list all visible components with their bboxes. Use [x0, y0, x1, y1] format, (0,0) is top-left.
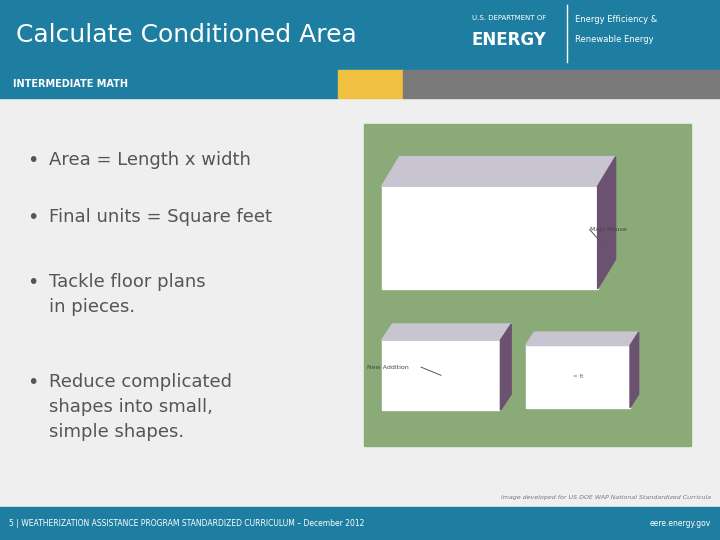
Text: •: • [27, 208, 39, 227]
Text: INTERMEDIATE MATH: INTERMEDIATE MATH [13, 79, 128, 89]
Polygon shape [598, 157, 616, 289]
Text: Energy Efficiency &: Energy Efficiency & [575, 15, 657, 24]
Text: ENERGY: ENERGY [472, 31, 546, 49]
Polygon shape [382, 324, 511, 340]
Text: Reduce complicated
shapes into small,
simple shapes.: Reduce complicated shapes into small, si… [49, 373, 232, 441]
Text: •: • [27, 273, 39, 292]
Text: Final units = Square feet: Final units = Square feet [49, 208, 272, 226]
Polygon shape [500, 324, 511, 410]
Bar [0, 70, 338, 98]
Text: U.S. DEPARTMENT OF: U.S. DEPARTMENT OF [472, 15, 546, 21]
Text: eere.energy.gov: eere.energy.gov [650, 519, 711, 528]
Polygon shape [630, 332, 639, 408]
Bar [382, 340, 500, 410]
Text: = ft: = ft [572, 374, 583, 379]
Bar [0, 98, 720, 507]
Text: Main House: Main House [590, 227, 627, 232]
Bar [382, 186, 598, 289]
Bar [0, 507, 720, 540]
Polygon shape [382, 157, 616, 186]
Text: Renewable Energy: Renewable Energy [575, 35, 653, 44]
Polygon shape [526, 332, 639, 346]
Bar [364, 124, 691, 446]
Text: •: • [27, 151, 39, 170]
Bar [0, 0, 720, 70]
Text: •: • [27, 373, 39, 392]
Text: New Addition: New Addition [367, 364, 409, 370]
Bar [403, 70, 720, 98]
Text: 5 | WEATHERIZATION ASSISTANCE PROGRAM STANDARDIZED CURRICULUM – December 2012: 5 | WEATHERIZATION ASSISTANCE PROGRAM ST… [9, 519, 364, 528]
Text: Image developed for US DOE WAP National Standardized Curricula: Image developed for US DOE WAP National … [501, 495, 711, 500]
Text: Area = Length x width: Area = Length x width [49, 151, 251, 169]
Text: Tackle floor plans
in pieces.: Tackle floor plans in pieces. [49, 273, 206, 316]
Bar [338, 70, 403, 98]
Text: Calculate Conditioned Area: Calculate Conditioned Area [16, 23, 356, 47]
Bar [526, 346, 630, 408]
